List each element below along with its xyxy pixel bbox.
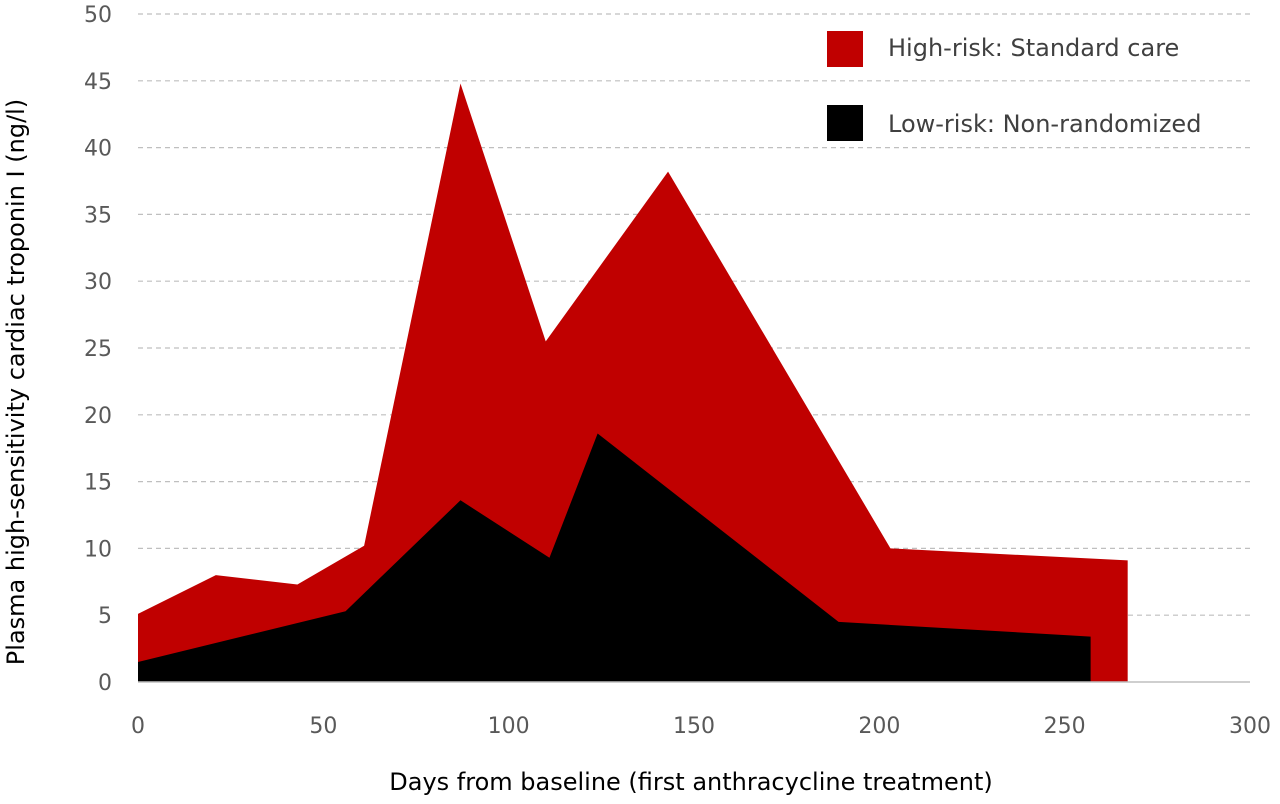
y-tick-label: 35 — [84, 203, 112, 228]
x-tick-label: 50 — [309, 714, 337, 739]
y-tick-label: 0 — [98, 671, 112, 696]
y-tick-label: 25 — [84, 337, 112, 362]
x-tick-label: 250 — [1044, 714, 1086, 739]
y-tick-label: 20 — [84, 404, 112, 429]
series-area-1 — [138, 433, 1091, 682]
y-tick-label: 50 — [84, 3, 112, 28]
x-tick-label: 200 — [858, 714, 900, 739]
x-tick-label: 300 — [1229, 714, 1271, 739]
legend: High-risk: Standard care Low-risk: Non-ra… — [827, 31, 1201, 141]
y-axis-ticks: 0 5 10 15 20 25 30 35 40 45 50 — [84, 3, 112, 696]
x-axis-title: Days from baseline (first anthracycline … — [389, 768, 992, 796]
y-tick-label: 5 — [98, 604, 112, 629]
x-tick-label: 150 — [673, 714, 715, 739]
series-area-0 — [138, 83, 1128, 683]
y-tick-label: 10 — [84, 537, 112, 562]
y-tick-label: 40 — [84, 137, 112, 162]
y-axis-title: Plasma high-sensitivity cardiac troponin… — [2, 99, 30, 665]
legend-label: High-risk: Standard care — [888, 34, 1179, 62]
legend-label: Low-risk: Non-randomized — [888, 110, 1201, 138]
y-tick-label: 45 — [84, 70, 112, 95]
legend-swatch — [827, 105, 863, 141]
x-tick-label: 100 — [488, 714, 530, 739]
y-tick-label: 15 — [84, 471, 112, 496]
plot-areas — [138, 83, 1128, 683]
x-axis-ticks: 0 50 100 150 200 250 300 — [131, 714, 1271, 739]
legend-swatch — [827, 31, 863, 67]
x-tick-label: 0 — [131, 714, 145, 739]
y-tick-label: 30 — [84, 270, 112, 295]
